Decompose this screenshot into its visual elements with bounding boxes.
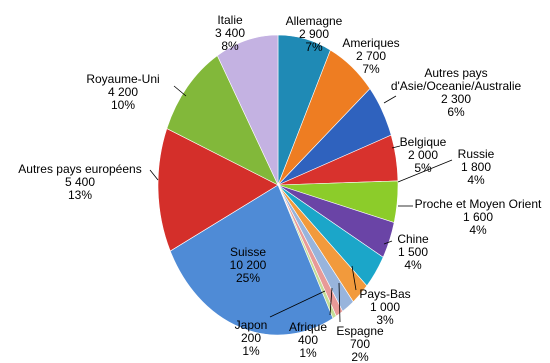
slice-label-value: 1 600 (463, 210, 493, 224)
slice-label-value: 5 400 (65, 175, 95, 189)
slice-label-pct: 3% (376, 313, 394, 327)
pie-slice-italie (216, 34, 279, 186)
slice-label-value: 700 (350, 337, 370, 351)
slice-label-pct: 7% (305, 40, 323, 54)
slice-label-value: 10 200 (230, 258, 267, 272)
slice-label-name: Chine (397, 232, 429, 246)
slice-label-belgique: Belgique 2 000 5% (400, 135, 447, 175)
slice-label-value: 1 800 (461, 160, 491, 174)
slice-label-autres-pays-europ-ens: Autres pays européens 5 400 13% (18, 162, 141, 202)
pie-slice-royaume-uni (166, 55, 279, 186)
slice-label-pct: 4% (404, 258, 422, 272)
leader-lines (149, 85, 453, 323)
slice-label-value: 2 300 (441, 92, 471, 106)
slice-label-pct: 6% (447, 105, 465, 119)
slice-label-name: Pays-Bas (359, 287, 410, 301)
slice-label-pct: 1% (242, 344, 260, 358)
slice-label-name: Belgique (400, 135, 447, 149)
slice-label-russie: Russie 1 800 4% (458, 147, 495, 187)
slice-label-japon: Japon 200 1% (235, 318, 268, 358)
pie-slices (157, 34, 399, 336)
slice-label-value: 2 900 (299, 27, 329, 41)
leader-line-afrique (329, 287, 333, 316)
leader-line-japon (269, 290, 326, 318)
slice-label-value: 2 700 (356, 49, 386, 63)
slice-label-value: 1 000 (370, 300, 400, 314)
slice-label-name: Allemagne (286, 14, 343, 28)
slice-label-name: Espagne (336, 324, 384, 338)
slice-label-value: 4 200 (108, 85, 138, 99)
leader-line-belgique (391, 145, 401, 149)
leader-line-russie (397, 159, 453, 183)
slice-label-value: 400 (298, 333, 318, 347)
slice-label-name: Autres pays européens (18, 162, 141, 176)
slice-label-espagne: Espagne 700 2% (336, 324, 384, 363)
slice-label-italie: Italie 3 400 8% (215, 13, 245, 53)
slice-label-name: Ameriques (342, 36, 399, 50)
slice-label-royaume-uni: Royaume-Uni 4 200 10% (86, 72, 159, 112)
leader-line-autres-pays-europ-ens (149, 169, 159, 181)
leader-line-espagne (338, 282, 341, 323)
slice-label-name: Russie (458, 147, 495, 161)
slice-label-value: 200 (241, 331, 261, 345)
slice-label-afrique: Afrique 400 1% (289, 320, 327, 360)
pie-slice-autres-pays-europ-ens (157, 128, 279, 252)
leader-line-pays-bas (351, 265, 357, 291)
slice-label-pct: 4% (469, 223, 487, 237)
slice-label-chine: Chine 1 500 4% (397, 232, 429, 272)
slice-label-name: Suisse (230, 245, 266, 259)
slice-label-name: Proche et Moyen Orient (415, 197, 542, 211)
slice-label-pct: 1% (299, 346, 317, 360)
slice-label-name: d'Asie/Oceanie/Australie (391, 79, 522, 93)
slice-label-autres-pays-d-asie-oceanie-australie: Autres pays d'Asie/Oceanie/Australie 2 300… (391, 66, 522, 119)
leader-line-royaume-uni (173, 85, 187, 97)
slice-label-pct: 10% (111, 98, 135, 112)
slice-label-pct: 2% (351, 350, 369, 363)
slice-label-name: Italie (217, 13, 243, 27)
slice-label-pct: 7% (362, 62, 380, 76)
slice-label-pays-bas: Pays-Bas 1 000 3% (359, 287, 410, 327)
slice-label-ameriques: Ameriques 2 700 7% (342, 36, 399, 76)
pie-slice-suisse (169, 184, 334, 336)
slice-label-name: Royaume-Uni (86, 72, 159, 86)
slice-label-name: Autres pays (424, 66, 487, 80)
leader-line-autres-pays-d-asie-oceanie-australie (383, 95, 397, 104)
slice-label-pct: 13% (68, 188, 92, 202)
slice-label-value: 2 000 (408, 148, 438, 162)
slice-label-pct: 4% (467, 173, 485, 187)
slice-label-pct: 5% (414, 161, 432, 175)
leader-line-chine (383, 240, 393, 245)
slice-label-pct: 25% (236, 271, 260, 285)
slice-label-suisse: Suisse 10 200 25% (230, 245, 267, 285)
slice-label-name: Japon (235, 318, 268, 332)
slice-label-value: 3 400 (215, 26, 245, 40)
slice-label-allemagne: Allemagne 2 900 7% (286, 14, 343, 54)
slice-label-value: 1 500 (398, 245, 428, 259)
slice-label-name: Afrique (289, 320, 327, 334)
slice-labels: Allemagne 2 900 7% Ameriques 2 700 7% Autres p… (18, 13, 542, 363)
slice-label-pct: 8% (221, 39, 239, 53)
slice-label-proche-et-moyen-orient: Proche et Moyen Orient 1 600 4% (415, 197, 542, 237)
